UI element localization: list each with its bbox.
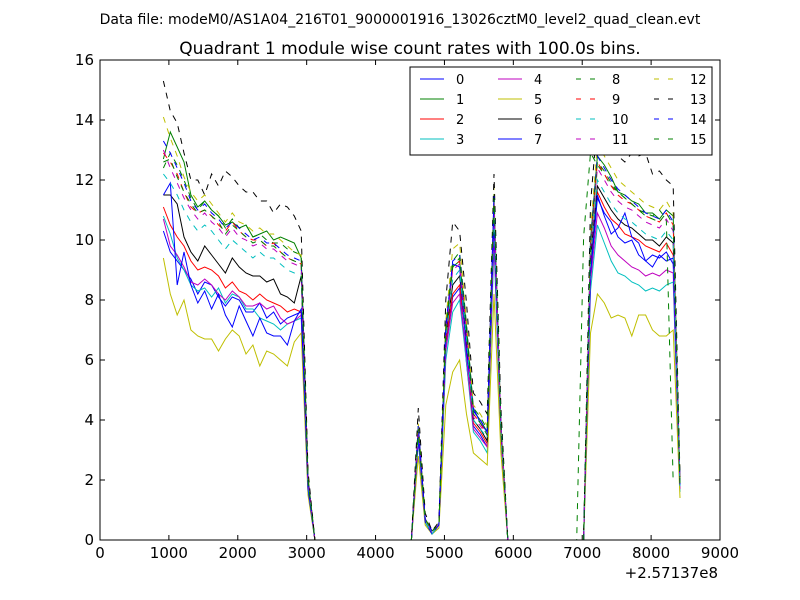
legend-label-9: 9 xyxy=(612,93,620,108)
legend-label-5: 5 xyxy=(534,93,542,108)
x-tick-label-0: 0 xyxy=(95,544,105,562)
y-tick-label-2: 2 xyxy=(84,471,94,489)
x-tick-label-6000: 6000 xyxy=(494,544,532,562)
x-tick-label-7000: 7000 xyxy=(563,544,601,562)
y-tick-label-0: 0 xyxy=(84,531,94,549)
x-tick-label-9000: 9000 xyxy=(701,544,739,562)
x-offset-label: +2.57137e8 xyxy=(625,564,718,582)
x-tick-label-1000: 1000 xyxy=(150,544,188,562)
axis-layer: 0 1000 2000 3000 4000 5000 6000 7000 8000 9000 0 2 4… xyxy=(75,51,739,562)
series-layer xyxy=(162,80,681,540)
series-line-5 xyxy=(162,257,681,540)
legend-label-0: 0 xyxy=(456,73,464,88)
y-tick-label-6: 6 xyxy=(84,351,94,369)
x-tick-label-4000: 4000 xyxy=(356,544,394,562)
chart-title: Quadrant 1 module wise count rates with … xyxy=(179,39,640,59)
legend-label-4: 4 xyxy=(534,73,542,88)
y-tick-label-4: 4 xyxy=(84,411,94,429)
legend-label-15: 15 xyxy=(690,133,707,148)
legend-label-11: 11 xyxy=(612,133,629,148)
legend-label-13: 13 xyxy=(690,93,707,108)
y-tick-label-8: 8 xyxy=(84,291,94,309)
legend-label-1: 1 xyxy=(456,93,464,108)
x-tick-label-5000: 5000 xyxy=(425,544,463,562)
legend-label-7: 7 xyxy=(534,133,542,148)
series-line-14 xyxy=(162,140,681,540)
series-line-11 xyxy=(162,149,681,540)
legend-label-3: 3 xyxy=(456,133,464,148)
y-tick-label-14: 14 xyxy=(75,111,94,129)
x-tick-label-2000: 2000 xyxy=(219,544,257,562)
legend-frame xyxy=(409,66,713,156)
y-tick-label-16: 16 xyxy=(75,51,94,69)
legend-label-12: 12 xyxy=(690,73,707,88)
data-file-header: Data file: modeM0/AS1A04_216T01_90000019… xyxy=(100,12,701,28)
x-tick-label-3000: 3000 xyxy=(288,544,326,562)
y-tick-label-10: 10 xyxy=(75,231,94,249)
legend-label-8: 8 xyxy=(612,73,620,88)
legend-label-10: 10 xyxy=(612,113,629,128)
series-line-15 xyxy=(163,158,681,540)
legend-label-2: 2 xyxy=(456,113,464,128)
series-line-12 xyxy=(162,116,681,540)
x-tick-label-8000: 8000 xyxy=(632,544,670,562)
legend-label-14: 14 xyxy=(690,113,707,128)
y-tick-label-12: 12 xyxy=(75,171,94,189)
legend-label-6: 6 xyxy=(534,113,542,128)
